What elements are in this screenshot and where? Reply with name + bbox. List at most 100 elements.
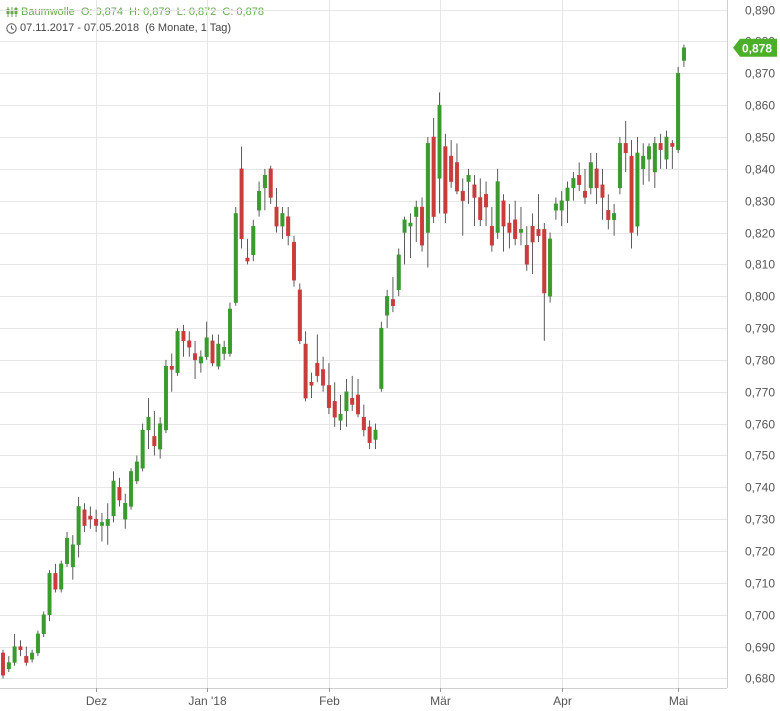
candle [70,535,75,580]
candle [53,563,58,593]
candle-body [641,155,646,170]
candle-body [198,356,203,364]
candle [303,331,308,402]
candle-body [332,401,337,418]
candle-body [507,222,512,233]
candle-body [414,206,419,217]
candle-body [676,73,681,150]
candle [344,379,349,427]
candle [443,133,448,223]
candle-body [163,366,168,431]
candle-body [280,213,285,227]
candle-body [385,296,390,316]
candle-body [309,382,314,386]
y-tick-label: 0,710 [745,577,775,591]
candle-body [268,168,273,198]
candle-body [222,346,227,354]
grid-lines [0,0,728,689]
candle [588,152,593,195]
candle-body [193,353,198,361]
candle-body [82,509,87,526]
candle [431,117,436,223]
candle-body [658,143,663,150]
candle-body [53,573,58,590]
candle-body [338,413,343,421]
x-tick-label: Mär [430,694,451,708]
y-tick-label: 0,890 [745,4,775,18]
candle [47,570,52,622]
candle [268,165,273,204]
candle-body [489,225,494,246]
candle-body [600,184,605,198]
candle-body [47,573,52,615]
candle [262,168,267,211]
candle-body [257,190,262,211]
candle [396,248,401,297]
candle-body [233,213,238,303]
candle [478,178,483,227]
y-tick-label: 0,800 [745,290,775,304]
candle-body [111,480,116,517]
y-tick-label: 0,740 [745,481,775,495]
candle [606,194,611,230]
candle [466,168,471,204]
candle-body [542,229,547,294]
candle-body [548,238,553,297]
candle-body [606,210,611,220]
candle-body [210,340,215,364]
y-tick-label: 0,720 [745,545,775,559]
candle [408,213,413,258]
candle-body [670,143,675,147]
candle [82,503,87,532]
candle [373,423,378,450]
candle [222,340,227,360]
candle-body [88,515,93,520]
candle [181,324,186,357]
candle [129,468,134,510]
candle-body [524,245,529,265]
candle-body [297,289,302,342]
x-axis: Dez Jan '18 Feb Mär Apr Mai [86,688,688,708]
candle-body [105,518,110,526]
candle [681,44,686,67]
candle-body [239,168,244,240]
candle-body [408,222,413,227]
candle-body [565,187,570,201]
candle [233,207,238,306]
low-value: L: 0,872 [176,6,217,18]
candle-body [227,308,232,354]
candle-body [559,200,564,211]
candle [309,372,314,399]
candle-body [577,174,582,185]
candle [641,143,646,185]
last-price-tag [733,38,777,57]
candle [286,207,291,246]
candle-body [274,206,279,227]
candle [350,375,355,411]
y-tick-label: 0,850 [745,131,775,145]
candle-body [379,327,384,389]
y-tick-label: 0,680 [745,672,775,686]
clock-icon [6,22,17,34]
candle-body [181,331,186,342]
candle-body [513,219,518,240]
candle-body [344,391,349,412]
candle [670,140,675,169]
candle-body [425,143,430,233]
candle-body [402,219,407,233]
x-tick-label: Dez [86,694,107,708]
candle-body [146,417,151,431]
candle [420,197,425,252]
last-price-label: 0,878 [742,41,772,55]
candle-body [59,563,64,590]
candle-body [12,646,17,663]
candle-body [443,146,448,214]
candle-body [65,538,70,564]
candle-body [454,162,459,192]
candle [280,207,285,239]
candle-body [437,104,442,179]
candle [507,203,512,249]
candle [321,356,326,392]
candle [152,410,157,456]
